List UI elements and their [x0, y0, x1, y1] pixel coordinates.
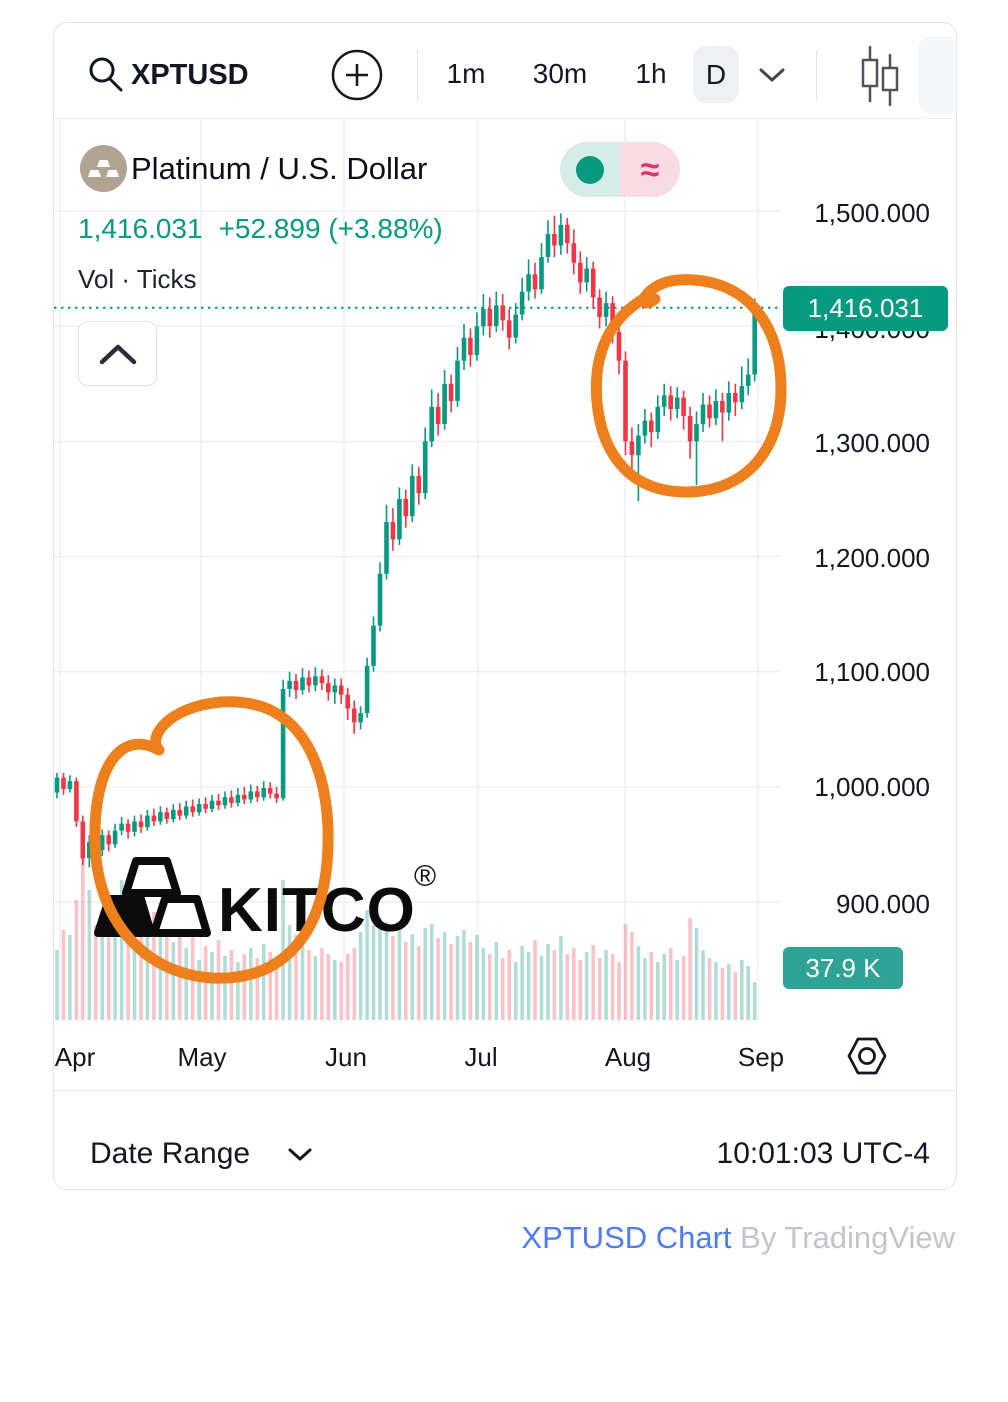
symbol-chart-link[interactable]: XPTUSD Chart [521, 1220, 732, 1255]
toggle-candles-side[interactable] [560, 142, 620, 197]
price-tick-1300: 1,300.000 [814, 428, 930, 458]
month-label-jul: Jul [464, 1042, 498, 1072]
toolbar-clipped-button[interactable] [918, 36, 954, 114]
last-price-value: 1,416.031 [78, 213, 203, 244]
compare-add-icon[interactable] [331, 49, 383, 101]
search-icon[interactable] [88, 56, 128, 96]
price-tick-900: 900.000 [836, 889, 930, 919]
price-tick-1000: 1,000.000 [814, 772, 930, 802]
price-change: +52.899 (+3.88%) [218, 213, 443, 244]
interval-1h-button[interactable]: 1h [635, 58, 667, 89]
interval-1m-button[interactable]: 1m [446, 58, 486, 89]
last-price-badge: 1,416.031 [783, 286, 948, 331]
hexagon-settings-icon[interactable] [845, 1035, 889, 1077]
chart-mode-toggle[interactable]: ≈ [560, 142, 680, 197]
price-tick-1200: 1,200.000 [814, 543, 930, 573]
interval-30m-button[interactable]: 30m [532, 58, 588, 89]
date-range-dropdown[interactable]: Date Range [90, 1137, 251, 1170]
price-tick-1100: 1,100.000 [814, 657, 930, 687]
attribution-caption: XPTUSD Chart By TradingView [521, 1220, 955, 1256]
approx-icon: ≈ [640, 150, 660, 189]
date-range-chevron-icon[interactable] [286, 1146, 314, 1164]
month-label-sep: Sep [737, 1042, 785, 1072]
toolbar-separator [54, 118, 955, 119]
by-tradingview-text: By TradingView [731, 1220, 955, 1255]
interval-d-button-selected[interactable]: D [693, 46, 739, 103]
candlestick-style-icon[interactable] [856, 44, 902, 108]
clock-time: 10:01:03 UTC-4 [716, 1137, 930, 1170]
instrument-title: Platinum / U.S. Dollar [131, 151, 428, 186]
toolbar-divider [417, 50, 418, 100]
interval-chevron-down-icon[interactable] [757, 66, 787, 86]
price-row: 1,416.031 +52.899 (+3.88%) [78, 213, 443, 245]
month-label-jun: Jun [325, 1042, 367, 1072]
chevron-up-icon [99, 344, 136, 364]
interval-d-label: D [705, 58, 727, 90]
platinum-logo-icon [80, 145, 127, 192]
volume-legend: Vol · Ticks [78, 264, 197, 294]
volume-badge: 37.9 K [783, 947, 903, 989]
dot-icon [576, 155, 604, 184]
chart-widget-card [53, 22, 957, 1190]
price-tick-1500: 1,500.000 [814, 198, 930, 228]
toolbar-divider [816, 50, 817, 100]
collapse-button[interactable] [78, 321, 157, 386]
month-label-may: May [177, 1042, 227, 1072]
month-label-aug: Aug [604, 1042, 652, 1072]
footer-separator [54, 1090, 955, 1091]
month-label-apr: Apr [54, 1042, 96, 1072]
toggle-line-side[interactable]: ≈ [620, 142, 680, 197]
symbol-search-button[interactable]: XPTUSD [131, 59, 249, 91]
